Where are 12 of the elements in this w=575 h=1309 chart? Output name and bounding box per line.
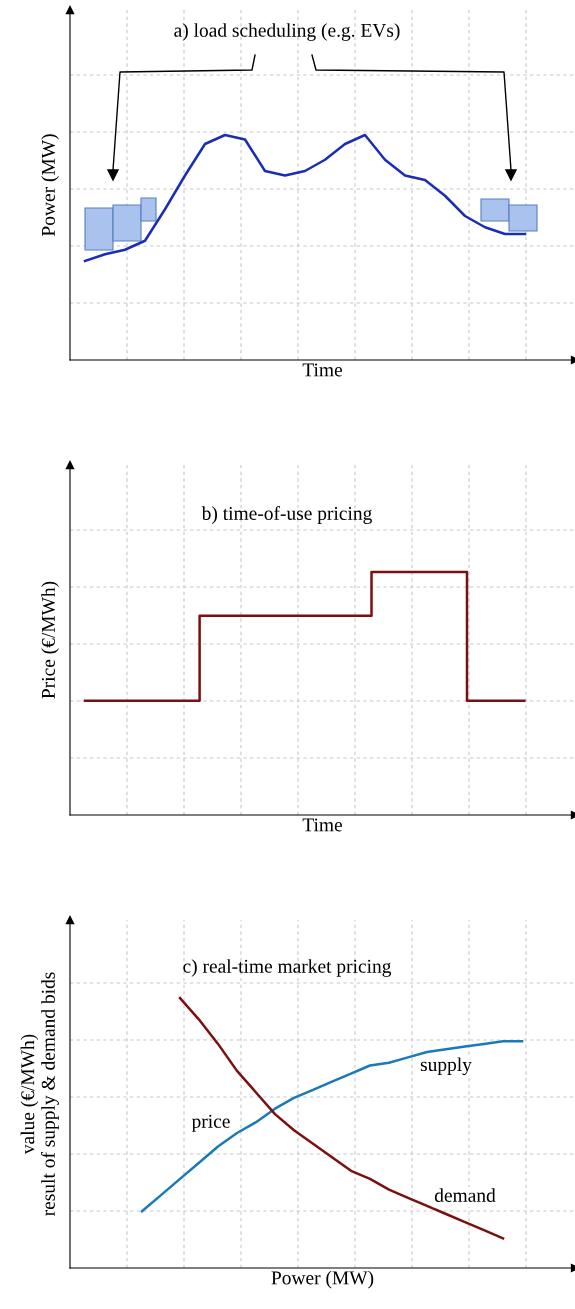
x-axis-title: Time	[302, 363, 342, 377]
chart-title: a) load scheduling (e.g. EVs)	[174, 23, 400, 41]
annotation: price	[191, 1114, 230, 1132]
y-axis-title: Power (MW)	[41, 134, 59, 237]
x-axis-title: Power (MW)	[271, 1270, 374, 1289]
y-axis-title: value (€/MWh) result of supply & demand bids	[20, 972, 59, 1216]
series-label: demand	[434, 1188, 496, 1202]
chart-title: c) real-time market pricing	[183, 959, 392, 977]
x-axis-title: Time	[302, 818, 342, 832]
y-axis-title: Price (€/MWh)	[41, 581, 59, 699]
series-label: supply	[420, 1057, 472, 1076]
chart-title: b) time-of-use pricing	[201, 506, 372, 524]
